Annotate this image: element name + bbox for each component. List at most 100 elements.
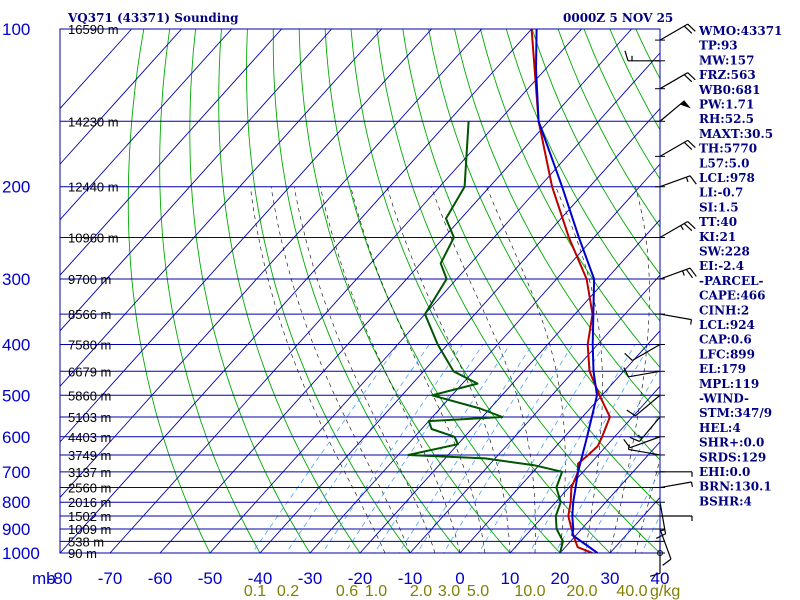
wind-barb xyxy=(638,416,661,442)
dry-adiabat xyxy=(428,29,660,461)
isotherm-line xyxy=(309,163,660,553)
height-label: 7580 m xyxy=(68,337,111,352)
dry-adiabat xyxy=(479,29,660,369)
wind-half-feather xyxy=(690,319,693,325)
stat-line: TP:93 xyxy=(699,39,738,53)
isotherm-line xyxy=(60,29,282,276)
stat-line: CAPE:466 xyxy=(699,289,766,303)
mixing-ratio-line xyxy=(583,412,660,553)
moist-adiabat xyxy=(634,458,660,553)
dry-adiabat xyxy=(189,29,311,553)
temperature-line xyxy=(530,29,611,553)
height-label: 2560 m xyxy=(68,481,111,496)
plot-frame xyxy=(59,28,661,554)
height-label: 5860 m xyxy=(68,388,111,403)
wind-barb xyxy=(659,139,689,157)
wind-barb xyxy=(659,23,689,41)
stat-line: FRZ:563 xyxy=(699,68,756,82)
isotherm-line xyxy=(409,274,660,553)
mixing-ratio-label: 2.0 xyxy=(410,583,432,600)
wind-feather xyxy=(623,367,630,378)
stat-line: EHI:0.0 xyxy=(699,465,750,479)
isotherm-line xyxy=(109,29,582,553)
mixing-ratio-line xyxy=(285,344,430,553)
mixing-ratio-label: 0.1 xyxy=(244,583,266,600)
dry-adiabat xyxy=(350,29,611,553)
mixing-ratio-line xyxy=(416,344,550,553)
moist-adiabat xyxy=(431,186,536,553)
mixing-ratio-line xyxy=(616,470,660,553)
pressure-tick-label: 300 xyxy=(2,270,30,289)
wind-feather xyxy=(683,223,693,232)
height-label: 10960 m xyxy=(68,231,119,246)
mixing-ratio-line xyxy=(641,515,660,553)
wind-barb xyxy=(659,221,689,239)
mixing-ratio-line xyxy=(344,344,484,553)
isotherm-line xyxy=(60,29,182,165)
stat-line: SRDS:129 xyxy=(699,450,766,464)
wind-feather xyxy=(683,141,693,150)
temperature-tick-label: -10 xyxy=(398,569,423,588)
stat-line: SHR+:0.0 xyxy=(699,436,764,450)
temperature-tick-label: 10 xyxy=(501,569,520,588)
chart-title: VQ371 (43371) Sounding xyxy=(67,11,239,25)
stat-line: RH:52.5 xyxy=(699,112,754,126)
height-label: 8566 m xyxy=(68,307,111,322)
dewpoint-line xyxy=(407,121,564,553)
wind-barb xyxy=(659,313,692,321)
stat-line: TT:40 xyxy=(699,215,737,229)
temperature-tick-label: 30 xyxy=(601,569,620,588)
height-label: 538 m xyxy=(68,534,104,549)
stat-line: SI:1.5 xyxy=(699,200,739,214)
stat-line: MW:157 xyxy=(699,53,754,67)
wind-feather xyxy=(689,175,697,185)
mixing-ratio-label: 10.0 xyxy=(514,583,545,600)
wind-feather xyxy=(683,25,693,34)
wind-half-feather xyxy=(637,434,643,439)
height-label: 12440 m xyxy=(68,180,119,195)
pressure-tick-label: 200 xyxy=(2,178,30,197)
wind-barb xyxy=(659,267,691,280)
wind-half-feather xyxy=(681,270,685,276)
mixing-ratio-line xyxy=(528,344,651,553)
stat-line: HEL:4 xyxy=(699,421,741,435)
height-label: 1502 m xyxy=(68,509,111,524)
stats-panel: WMO:43371TP:93MW:157FRZ:563WB0:681PW:1.7… xyxy=(698,24,782,508)
mixing-ratio-line xyxy=(512,344,636,553)
mixing-ratio-label: 40.0 xyxy=(616,583,647,600)
dry-adiabat xyxy=(791,29,800,564)
pressure-unit-label: mb xyxy=(32,569,56,588)
dry-adiabat xyxy=(298,29,511,553)
wind-feather xyxy=(685,269,694,279)
moist-adiabat xyxy=(555,186,603,553)
temperature-tick-label: -60 xyxy=(148,569,173,588)
moist-adiabat xyxy=(386,186,511,553)
stat-line: -WIND- xyxy=(699,392,749,406)
wind-half-feather xyxy=(685,176,689,183)
height-label: 5103 m xyxy=(68,410,111,425)
mixing-ratio-unit: g/kg xyxy=(650,583,680,600)
wind-barb xyxy=(659,502,667,534)
wind-feather xyxy=(623,438,631,449)
wind-feather xyxy=(683,74,693,83)
dry-adiabat xyxy=(402,29,660,507)
isotherm-line xyxy=(60,29,382,388)
wind-barb xyxy=(659,481,692,489)
wind-barb xyxy=(659,175,691,188)
isotherm-line xyxy=(509,385,660,553)
height-label: 6679 m xyxy=(68,364,111,379)
wind-feather xyxy=(687,139,696,148)
height-label: 1009 m xyxy=(68,522,111,537)
wind-feather xyxy=(662,558,672,566)
isotherm-line xyxy=(159,29,632,553)
dry-adiabat xyxy=(246,29,411,553)
temperature-tick-label: 20 xyxy=(551,569,570,588)
wind-barb xyxy=(629,436,661,449)
pressure-tick-label: 600 xyxy=(2,428,30,447)
height-label: 2016 m xyxy=(68,495,111,510)
height-label: 14230 m xyxy=(68,114,119,129)
stat-line: TH:5770 xyxy=(699,142,757,156)
